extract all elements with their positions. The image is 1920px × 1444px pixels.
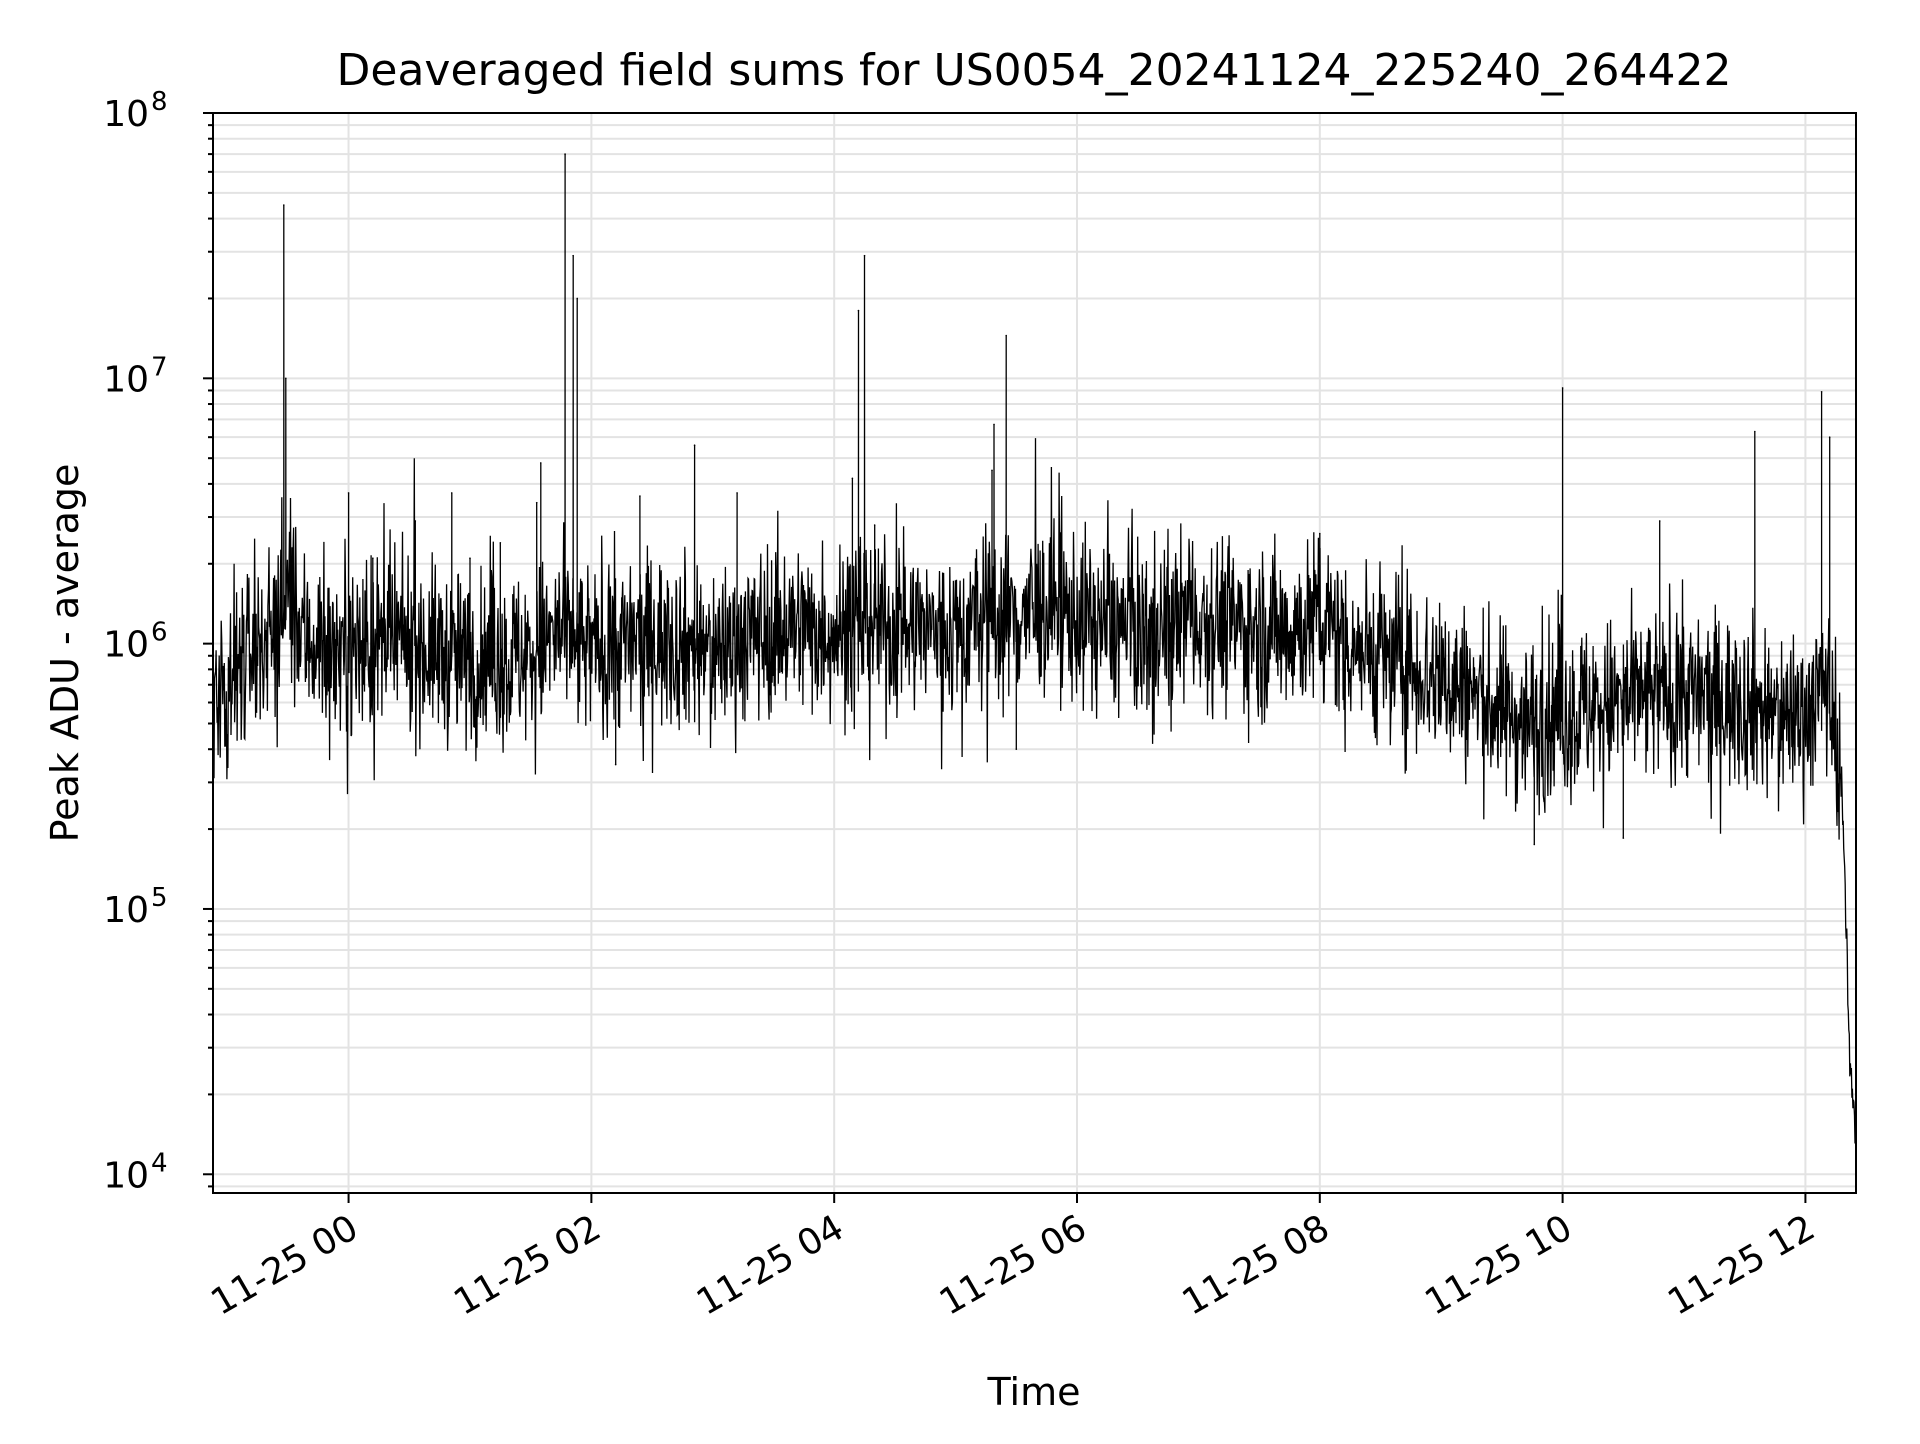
spike-peak-point	[564, 153, 566, 155]
plot-frame	[212, 112, 1857, 1194]
y-axis-label: Peak ADU - average	[43, 464, 87, 843]
spike-peak-point	[372, 557, 374, 559]
dip-point	[1533, 843, 1536, 846]
spike-peak-point	[863, 254, 866, 257]
spike-peak-point	[1005, 334, 1007, 337]
dip-point	[614, 763, 617, 766]
y-tick-label: 10	[103, 359, 149, 400]
y-tick-base: 10	[103, 94, 149, 135]
spike-peak-point	[1561, 387, 1564, 389]
data-layer	[212, 153, 1857, 1154]
x-axis-label: Time	[987, 1370, 1081, 1414]
spike-peak-point	[991, 469, 993, 472]
spike-peak-point	[347, 492, 350, 494]
spike-peak-point	[1754, 430, 1756, 433]
spike-peak-point	[1828, 436, 1831, 438]
spike-peak-point	[993, 423, 995, 426]
y-tick-exponent: 7	[151, 352, 168, 382]
spike-peak-point	[285, 377, 287, 380]
spike-peak-point	[693, 444, 696, 446]
spike-peak-point	[283, 204, 285, 206]
y-tick-label: 10	[103, 890, 149, 931]
spike-peak-point	[414, 520, 417, 522]
spike-peak-point	[1820, 390, 1823, 393]
y-tick-label: 10	[103, 625, 149, 666]
spike-peak-point	[539, 462, 542, 464]
spike-peak-point	[576, 297, 579, 300]
y-tick-base: 10	[103, 890, 149, 931]
chart-title: Deaveraged field sums for US0054_2024112…	[337, 45, 1732, 96]
series-line	[212, 154, 1857, 1154]
y-tick-exponent: 5	[151, 883, 168, 913]
spike-peak-point	[736, 492, 738, 494]
spike-peak-point	[535, 501, 538, 504]
dip-point	[1015, 748, 1018, 751]
y-tick-base: 10	[103, 625, 149, 666]
y-tick-label: 10	[103, 1155, 149, 1196]
y-tick-base: 10	[103, 359, 149, 400]
spike-peak-point	[851, 477, 854, 480]
spike-peak-point	[450, 492, 453, 494]
spike-peak-point	[469, 557, 471, 559]
y-tick-exponent: 4	[151, 1148, 168, 1178]
dip-point	[1622, 837, 1625, 839]
spike-peak-point	[1318, 532, 1321, 535]
spike-peak-point	[873, 524, 876, 526]
spike-peak-point	[1658, 520, 1661, 522]
y-tick-exponent: 8	[151, 87, 168, 117]
spike-peak-point	[572, 254, 574, 257]
spike-peak-point	[499, 541, 502, 544]
spike-peak-point	[639, 495, 641, 497]
y-tick-base: 10	[103, 1155, 149, 1196]
y-tick-exponent: 6	[151, 618, 168, 648]
spike-peak-point	[857, 309, 860, 312]
y-tick-label: 10	[103, 94, 149, 135]
